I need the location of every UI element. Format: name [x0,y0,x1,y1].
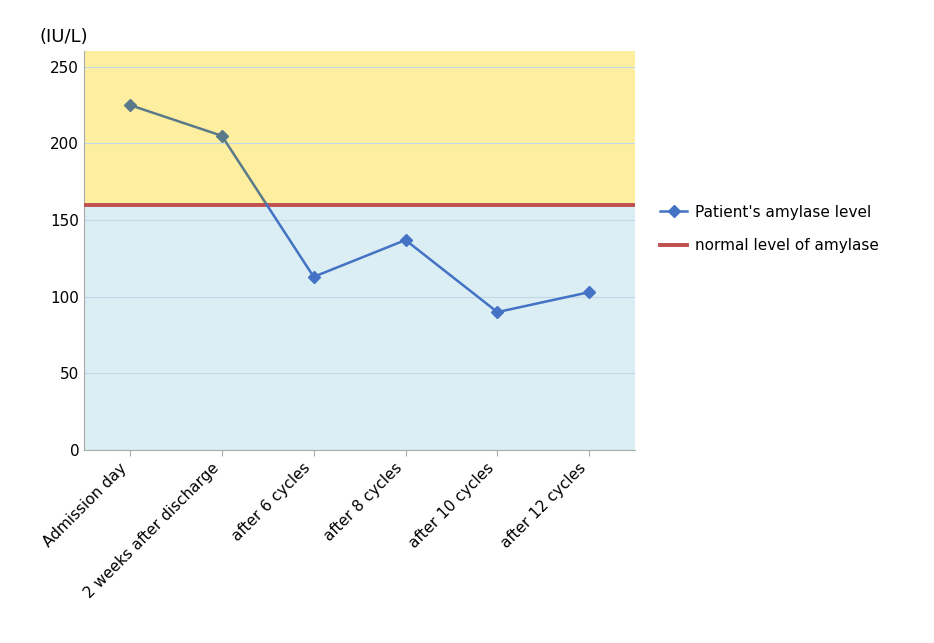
Legend: Patient's amylase level, normal level of amylase: Patient's amylase level, normal level of… [654,199,885,259]
Bar [84,204,635,450]
Bar [84,51,635,204]
Text: (IU/L): (IU/L) [40,28,89,46]
